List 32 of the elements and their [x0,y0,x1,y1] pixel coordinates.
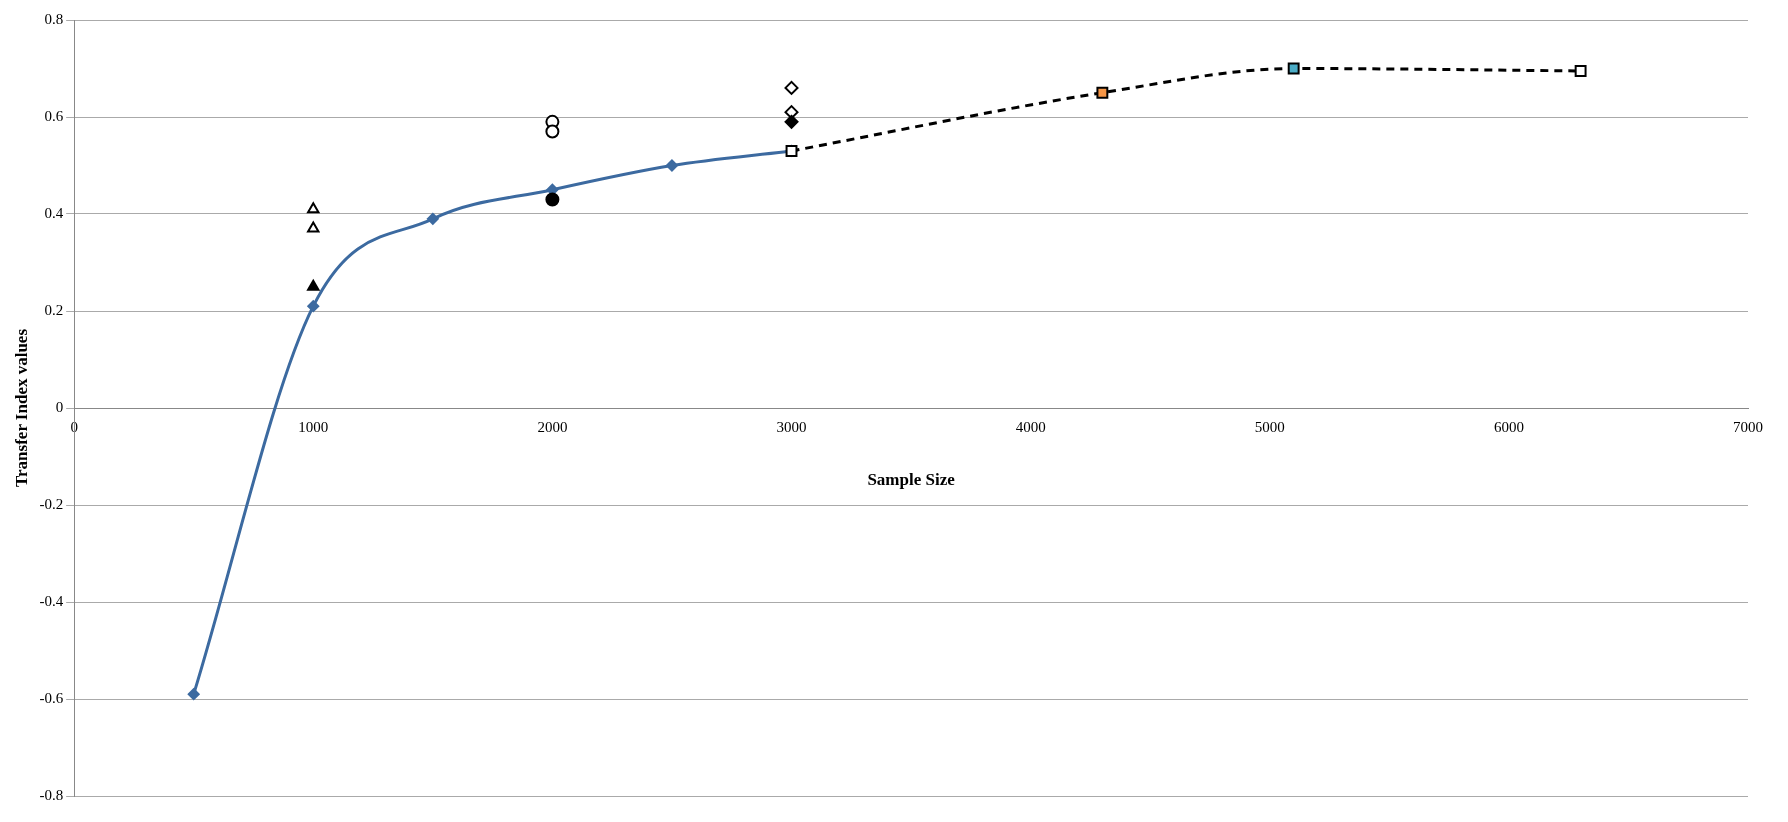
x-tick-label: 6000 [1493,418,1524,435]
y-tick-label: 0.4 [44,204,64,221]
point [1287,62,1300,75]
y-tick-label: 0.8 [44,10,64,27]
y-tick-label: -0.8 [39,786,64,803]
y-tick-label: 0.6 [44,107,64,124]
x-tick-label: 4000 [1015,418,1046,435]
point [545,124,560,139]
x-tick-label: 7000 [1733,418,1763,435]
point [307,202,320,214]
y-tick-label: -0.2 [39,495,64,512]
x-tick-label: 1000 [298,418,329,435]
x-axis-title: Sample Size [867,469,956,489]
point [665,159,678,172]
x-tick-label: 2000 [537,418,568,435]
point [1096,86,1109,99]
y-tick-label: -0.4 [39,592,64,609]
y-tick-label: 0 [55,398,64,415]
x-tick-label: 5000 [1254,418,1285,435]
point [1574,64,1587,77]
y-tick-label: -0.6 [39,689,64,706]
point [545,192,560,207]
point [784,114,799,129]
point [784,80,799,95]
x-tick-label: 3000 [776,418,807,435]
point [307,300,320,313]
point [307,279,320,291]
y-axis-title: Transfer Index values [11,328,31,488]
point [426,212,439,225]
y-tick-label: 0.2 [44,301,64,318]
point [307,221,320,233]
point [187,688,200,701]
